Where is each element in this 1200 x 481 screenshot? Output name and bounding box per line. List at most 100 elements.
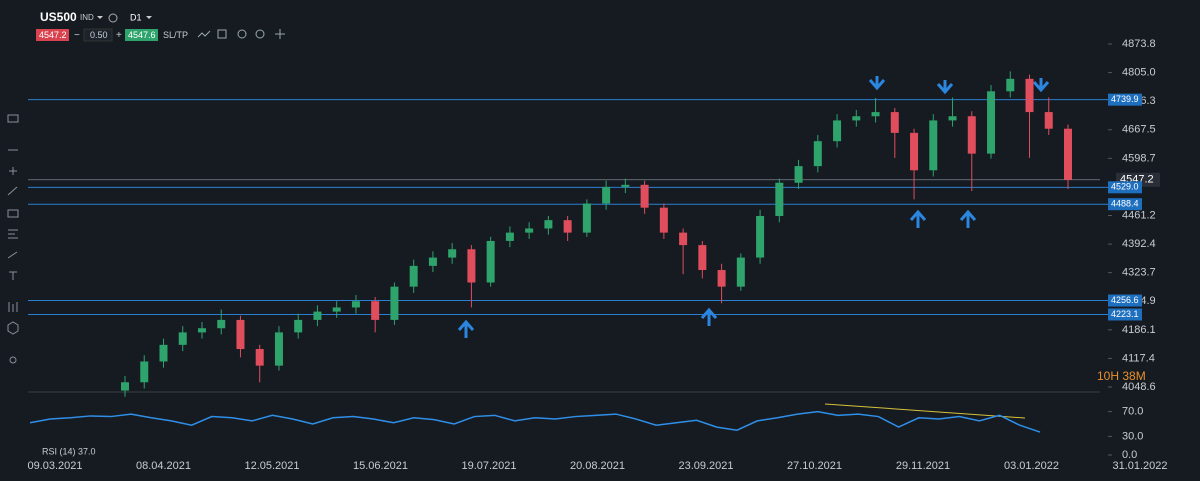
candle-body <box>505 232 514 241</box>
rsi-tick-label: 30.0 <box>1122 430 1143 442</box>
y-tick-label: 4873.8 <box>1122 38 1156 50</box>
candle-body <box>659 207 668 233</box>
candle-body <box>544 220 553 229</box>
sidebar-icon[interactable] <box>8 302 18 312</box>
info-icon[interactable] <box>108 13 118 23</box>
candle-body <box>794 166 803 183</box>
candle-body <box>236 319 245 350</box>
zoom-out-icon[interactable] <box>237 29 247 39</box>
y-tick-label: 4323.7 <box>1122 267 1156 279</box>
dropdown[interactable] <box>146 16 152 19</box>
candle-body <box>217 319 226 329</box>
candle-body <box>274 332 283 366</box>
y-tick-label: 4805.0 <box>1122 67 1156 79</box>
candle-body <box>621 184 630 187</box>
sidebar-icon[interactable] <box>7 321 19 335</box>
candle-body <box>448 249 457 258</box>
minus[interactable]: − <box>74 30 80 41</box>
settings-icon[interactable] <box>217 29 227 39</box>
candle-body <box>428 257 437 266</box>
candle-body <box>929 120 938 171</box>
move-icon[interactable] <box>275 29 285 39</box>
y-tick-label: 4598.7 <box>1122 152 1156 164</box>
candle-body <box>910 132 919 171</box>
rsi-trendline <box>824 403 1026 419</box>
candle-body <box>332 307 341 312</box>
sidebar-icon[interactable] <box>7 209 19 218</box>
level-label: 4256.6 <box>1111 295 1139 305</box>
y-tick-label: 4667.5 <box>1122 124 1156 136</box>
x-tick-label: 15.06.2021 <box>353 460 408 472</box>
y-tick-label: 4048.6 <box>1122 381 1156 393</box>
level-box <box>1108 198 1142 211</box>
candle-body <box>698 245 707 271</box>
candle-body <box>679 232 688 246</box>
x-tick-label: 12.05.2021 <box>244 460 299 472</box>
candle-body <box>1044 112 1053 129</box>
rsi-tick-label: 0.0 <box>1122 449 1137 461</box>
sidebar-icon[interactable] <box>7 114 19 123</box>
x-tick-label: 19.07.2021 <box>461 460 516 472</box>
candle-body <box>351 301 360 308</box>
plus[interactable]: + <box>116 30 122 41</box>
candle-body <box>371 301 380 320</box>
x-tick-label: 31.01.2022 <box>1112 460 1167 472</box>
candle-body <box>1006 78 1015 92</box>
x-tick-label: 29.11.2021 <box>896 460 950 472</box>
rsi-tick-label: 70.0 <box>1122 406 1143 418</box>
candle-body <box>390 286 399 320</box>
candle-body <box>736 257 745 287</box>
level-label: 4529.0 <box>1111 182 1139 192</box>
sell-button[interactable] <box>36 29 69 41</box>
level-label: 4223.1 <box>1111 309 1139 319</box>
candle-body <box>409 265 418 287</box>
y-tick-label: 4461.2 <box>1122 209 1156 221</box>
y-tick-label: 4117.4 <box>1122 352 1155 364</box>
sidebar-icon[interactable] <box>7 186 18 196</box>
sidebar <box>7 114 19 364</box>
candle-body <box>197 328 206 333</box>
sidebar-icon[interactable] <box>9 167 17 175</box>
spread: 0.50 <box>90 30 108 40</box>
sidebar-icon[interactable] <box>9 271 17 280</box>
candle-body <box>871 112 880 117</box>
candle-body <box>563 220 572 233</box>
zoom-in-icon[interactable] <box>255 29 265 39</box>
candle-body <box>890 112 899 133</box>
symbol[interactable]: US500 <box>40 10 77 24</box>
down-arrow <box>1032 78 1050 93</box>
indicator-icon[interactable] <box>197 30 211 38</box>
up-arrow <box>700 307 718 326</box>
dropdown[interactable] <box>97 16 103 19</box>
y-tick-label: 4186.1 <box>1122 324 1156 336</box>
candle-body <box>1064 128 1072 180</box>
candle-body <box>987 91 996 154</box>
candle-body <box>852 116 861 121</box>
countdown: 10H 38M <box>1097 369 1146 383</box>
candle-body <box>255 349 264 366</box>
x-tick-label: 27.10.2021 <box>787 460 842 472</box>
level-box <box>1108 294 1142 307</box>
sidebar-icon[interactable] <box>7 251 18 259</box>
sl-tp[interactable]: SL/TP <box>163 30 188 40</box>
up-arrow <box>457 319 475 338</box>
level-box <box>1108 308 1142 321</box>
candle-body <box>813 141 822 167</box>
level-box <box>1108 93 1142 106</box>
sidebar-icon[interactable] <box>9 356 17 364</box>
candle-body <box>1025 78 1034 113</box>
timeframe[interactable]: D1 <box>130 12 142 22</box>
down-arrow <box>868 76 886 91</box>
candle-body <box>486 240 495 283</box>
volume-box[interactable] <box>83 28 113 42</box>
level-label: 4739.9 <box>1111 94 1139 104</box>
tool-icons <box>197 29 285 39</box>
candle-body <box>948 116 957 121</box>
buy-button[interactable] <box>125 29 158 41</box>
sidebar-icon[interactable] <box>8 229 18 239</box>
candle-body <box>159 344 168 362</box>
x-tick-label: 20.08.2021 <box>570 460 625 472</box>
x-tick-label: 03.01.2022 <box>1004 460 1059 472</box>
